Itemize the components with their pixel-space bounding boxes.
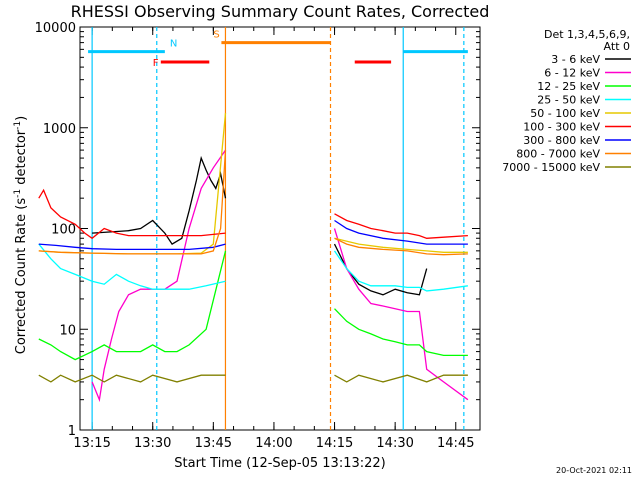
legend-entry: 800 - 7000 keV bbox=[516, 148, 600, 161]
x-tick-label: 14:15 bbox=[316, 436, 353, 451]
legend-entry: 3 - 6 keV bbox=[551, 53, 600, 66]
y-tick-label: 10 bbox=[59, 323, 76, 338]
legend-entry: 100 - 300 keV bbox=[523, 121, 600, 134]
y-tick-label: 1 bbox=[68, 424, 76, 439]
legend-entry: 50 - 100 keV bbox=[530, 107, 600, 120]
flag-label: F bbox=[153, 58, 159, 69]
y-tick-label: 10000 bbox=[35, 21, 76, 36]
series-line bbox=[92, 155, 227, 245]
x-tick-label: 13:45 bbox=[195, 436, 232, 451]
series-line bbox=[333, 228, 469, 401]
series-lines bbox=[38, 112, 469, 403]
y-axis-label-sup1: -1 bbox=[13, 189, 23, 198]
axis-ticks bbox=[80, 26, 480, 431]
series-line bbox=[334, 213, 468, 239]
y-tick-label: 100 bbox=[51, 223, 76, 238]
x-axis-label: Start Time (12-Sep-05 13:13:22) bbox=[174, 456, 385, 471]
series-line bbox=[334, 308, 468, 357]
x-tick-labels: 13:15 13:30 13:45 14:00 14:15 14:30 14:45 bbox=[73, 436, 474, 451]
flag-bars: NF S bbox=[88, 30, 468, 69]
x-tick-label: 13:30 bbox=[134, 436, 171, 451]
y-axis-label-main: Corrected Count Rate (s bbox=[14, 198, 29, 355]
y-tick-label: 1000 bbox=[43, 122, 76, 137]
y-axis-label-sup2: -1 bbox=[13, 121, 23, 130]
flag-label: S bbox=[213, 30, 219, 41]
x-tick-label: 14:00 bbox=[255, 436, 292, 451]
y-tick-labels: 1 10 100 1000 10000 bbox=[35, 21, 76, 439]
series-line bbox=[38, 188, 226, 240]
attenuator-vlines bbox=[91, 27, 465, 430]
chart-title: RHESSI Observing Summary Count Rates, Co… bbox=[71, 2, 490, 21]
x-tick-label: 14:45 bbox=[437, 436, 474, 451]
y-axis-label: Corrected Count Rate (s-1 detector-1) bbox=[13, 116, 29, 354]
y-axis-label-end: ) bbox=[14, 116, 29, 121]
series-line bbox=[38, 374, 226, 383]
legend-header-2: Att 0 bbox=[604, 40, 630, 53]
series-line bbox=[334, 374, 468, 383]
legend-entry: 25 - 50 keV bbox=[537, 94, 600, 107]
series-line bbox=[38, 243, 226, 251]
legend-header-1: Det 1,3,4,5,6,9, bbox=[544, 28, 630, 41]
series-line bbox=[333, 250, 468, 292]
series-line bbox=[38, 150, 227, 255]
legend-entry: 12 - 25 keV bbox=[537, 80, 600, 93]
timestamp: 20-Oct-2021 02:11 bbox=[556, 466, 632, 475]
series-line bbox=[38, 243, 226, 290]
x-tick-label: 13:15 bbox=[73, 436, 110, 451]
series-line bbox=[334, 219, 468, 245]
series-line bbox=[333, 243, 428, 296]
series-line bbox=[334, 237, 468, 253]
legend-entry: 300 - 800 keV bbox=[523, 134, 600, 147]
flag-label: N bbox=[170, 39, 177, 50]
legend-entry: 7000 - 15000 keV bbox=[502, 161, 600, 174]
x-tick-label: 14:30 bbox=[376, 436, 413, 451]
legend-entry: 6 - 12 keV bbox=[544, 67, 600, 80]
series-line bbox=[91, 149, 227, 403]
series-line bbox=[334, 237, 468, 256]
y-axis-label-mid: detector bbox=[14, 129, 29, 189]
series-line bbox=[38, 250, 227, 361]
